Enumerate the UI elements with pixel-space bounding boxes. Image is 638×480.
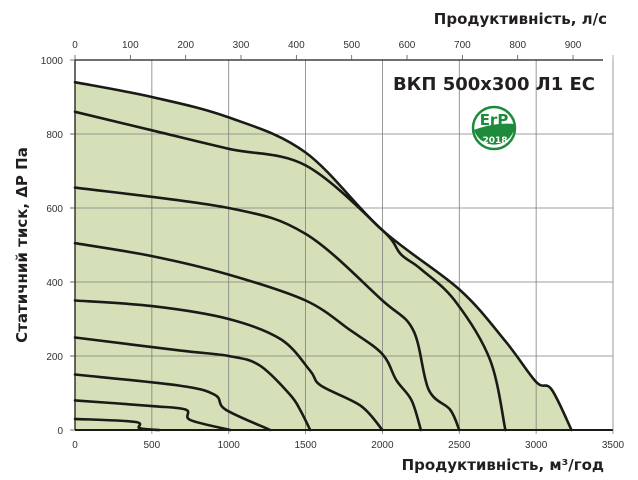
x-tick-label: 2500 bbox=[448, 440, 471, 451]
y-tick-label: 1000 bbox=[41, 56, 64, 67]
curve-max bbox=[73, 80, 573, 432]
x-tick-label: 0 bbox=[72, 440, 78, 451]
y-tick-label: 800 bbox=[46, 130, 63, 141]
erp-badge-year: 2018 bbox=[482, 136, 507, 146]
curve-curve-4 bbox=[73, 299, 384, 432]
y-tick-label: 600 bbox=[46, 204, 63, 215]
y-tick-label: 200 bbox=[46, 352, 63, 363]
x2-tick-label: 100 bbox=[122, 40, 139, 51]
performance-curves bbox=[73, 80, 573, 432]
x2-tick-label: 0 bbox=[72, 40, 78, 51]
erp-badge-text: ErP bbox=[480, 111, 509, 129]
x-tick-label: 500 bbox=[144, 440, 161, 451]
y-axis-title: Статичний тиск, ΔР Па bbox=[13, 147, 31, 343]
x2-tick-label: 400 bbox=[288, 40, 305, 51]
model-title: ВКП 500x300 Л1 ЕС bbox=[393, 74, 595, 95]
curve-curve-3 bbox=[73, 241, 423, 432]
x-tick-label: 3000 bbox=[525, 440, 548, 451]
curve-curve-1 bbox=[73, 110, 507, 432]
x-tick-label: 2000 bbox=[371, 440, 394, 451]
curve-curve-7 bbox=[73, 399, 232, 432]
x2-tick-label: 900 bbox=[565, 40, 582, 51]
curve-curve-2 bbox=[73, 186, 461, 432]
y-tick-label: 0 bbox=[57, 426, 63, 437]
bottom-axis-title: Продуктивність, м³/год bbox=[402, 456, 604, 474]
x2-tick-label: 600 bbox=[399, 40, 416, 51]
x-tick-label: 3500 bbox=[602, 440, 625, 451]
erp-2018-badge-icon: ErP 2018 bbox=[471, 105, 517, 151]
x2-tick-label: 700 bbox=[454, 40, 471, 51]
top-axis-title: Продуктивність, л/с bbox=[434, 10, 607, 28]
operating-area bbox=[75, 82, 572, 430]
grid-lines bbox=[71, 60, 614, 434]
x2-tick-label: 200 bbox=[177, 40, 194, 51]
curve-curve-6 bbox=[73, 373, 272, 432]
x2-tick-label: 500 bbox=[343, 40, 360, 51]
operating-area-fill bbox=[75, 82, 572, 430]
x2-tick-label: 800 bbox=[509, 40, 526, 51]
x-tick-label: 1500 bbox=[294, 440, 317, 451]
x2-tick-label: 300 bbox=[233, 40, 250, 51]
curve-curve-5 bbox=[73, 336, 312, 432]
y-tick-label: 400 bbox=[46, 278, 63, 289]
x-tick-label: 1000 bbox=[218, 440, 241, 451]
